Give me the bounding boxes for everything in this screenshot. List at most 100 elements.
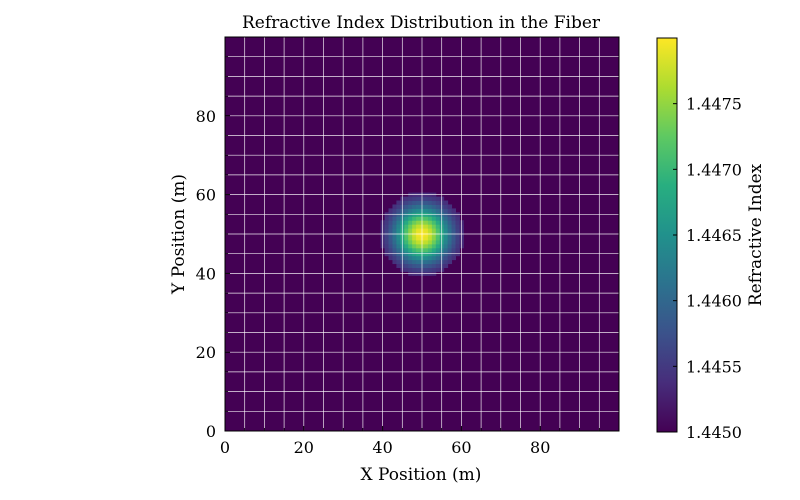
heatmap-cell (451, 224, 456, 229)
heatmap-cell (392, 247, 397, 253)
heatmap-cell (435, 235, 441, 241)
heatmap-cell (427, 239, 433, 245)
heatmap-cell (447, 208, 453, 213)
heatmap-cell (447, 204, 453, 209)
heatmap-cell (396, 216, 401, 221)
heatmap-cell (451, 239, 456, 245)
heatmap-cell (423, 196, 429, 202)
heatmap-cell (451, 255, 456, 261)
heatmap-cell (423, 216, 429, 221)
heatmap-cell (455, 228, 460, 233)
heatmap-cell (423, 255, 429, 261)
heatmap-cell (408, 243, 413, 249)
heatmap-cell (384, 247, 390, 253)
heatmap-cell (404, 196, 409, 202)
heatmap-cell (455, 235, 460, 241)
heatmap-cell (388, 228, 393, 233)
heatmap-cell (451, 247, 456, 253)
heatmap-cell (455, 224, 460, 229)
heatmap-cell (396, 259, 401, 265)
heatmap-cell (392, 235, 397, 241)
heatmap-cell (408, 220, 413, 225)
heatmap-cell (447, 220, 453, 225)
heatmap-cell (416, 267, 421, 272)
heatmap-cell (427, 267, 433, 272)
heatmap-cell (404, 247, 409, 253)
colorbar: 1.4450 1.4455 1.4460 1.4465 1.4470 1.4475 Ref… (656, 37, 766, 442)
heatmap-cell (435, 228, 441, 233)
heatmap-cell (396, 208, 401, 213)
heatmap-cell (384, 220, 390, 225)
heatmap-cell (423, 220, 429, 225)
heatmap-cell (404, 259, 409, 265)
y-tick-label: 40 (196, 264, 216, 283)
heatmap-cell (423, 204, 429, 209)
heatmap-cell (435, 239, 441, 245)
heatmap-cell (392, 204, 397, 209)
heatmap-cell (416, 208, 421, 213)
heatmap-cell (408, 208, 413, 213)
heatmap-cell (443, 259, 449, 265)
heatmap-cell (431, 267, 437, 272)
heatmap-cell (435, 255, 441, 261)
heatmap-cell (416, 263, 421, 268)
heatmap-cell (427, 204, 433, 209)
heatmap-cell (451, 216, 456, 221)
heatmap-cell (447, 243, 453, 249)
heatmap-cell (388, 220, 393, 225)
heatmap-cell (404, 208, 409, 213)
heatmap-cell (396, 220, 401, 225)
heatmap-cell (416, 220, 421, 225)
heatmap-cell (427, 216, 433, 221)
heatmap-cell (392, 259, 397, 265)
heatmap-cell (412, 224, 417, 229)
heatmap-cell (427, 228, 433, 233)
heatmap-cell (412, 235, 417, 241)
heatmap-cell (451, 243, 456, 249)
heatmap-cell (412, 228, 417, 233)
heatmap-cell (423, 263, 429, 268)
heatmap-cell (384, 228, 390, 233)
heatmap-cell (427, 255, 433, 261)
heatmap-cell (392, 239, 397, 245)
heatmap-cell (416, 200, 421, 205)
heatmap-cell (388, 255, 393, 261)
heatmap-cell (423, 259, 429, 265)
heatmap-cell (392, 216, 397, 221)
heatmap-cell (443, 200, 449, 205)
heatmap-cell (412, 239, 417, 245)
heatmap-cell (427, 235, 433, 241)
heatmap-cell (427, 196, 433, 202)
heatmap-cell (404, 228, 409, 233)
heatmap-cell (443, 263, 449, 268)
heatmap-cell (443, 235, 449, 241)
heatmap-cell (412, 259, 417, 265)
heatmap-cell (388, 235, 393, 241)
heatmap-cell (384, 235, 390, 241)
heatmap-cell (447, 224, 453, 229)
heatmap-cell (447, 216, 453, 221)
heatmap-cell (416, 224, 421, 229)
heatmap-cell (455, 243, 460, 249)
heatmap-cell (388, 239, 393, 245)
heatmap-cell (408, 255, 413, 261)
heatmap-cell (412, 267, 417, 272)
plot-area: 0 20 40 60 80 0 20 40 60 80 (196, 36, 620, 457)
heatmap-cell (396, 204, 401, 209)
y-tick-label: 60 (196, 186, 216, 205)
heatmap-cell (447, 235, 453, 241)
heatmap-cell (447, 259, 453, 265)
heatmap-cell (435, 208, 441, 213)
heatmap-cell (431, 243, 437, 249)
heatmap-cell (416, 216, 421, 221)
colorbar-label: Refractive Index (746, 163, 766, 306)
heatmap-cell (435, 224, 441, 229)
heatmap-cell (423, 224, 429, 229)
colorbar-tick-label: 1.4460 (686, 292, 742, 311)
heatmap-cell (443, 239, 449, 245)
heatmap-cell (431, 224, 437, 229)
heatmap-cell (404, 255, 409, 261)
heatmap-cell (443, 243, 449, 249)
heatmap-cell (396, 200, 401, 205)
heatmap-cell (408, 200, 413, 205)
